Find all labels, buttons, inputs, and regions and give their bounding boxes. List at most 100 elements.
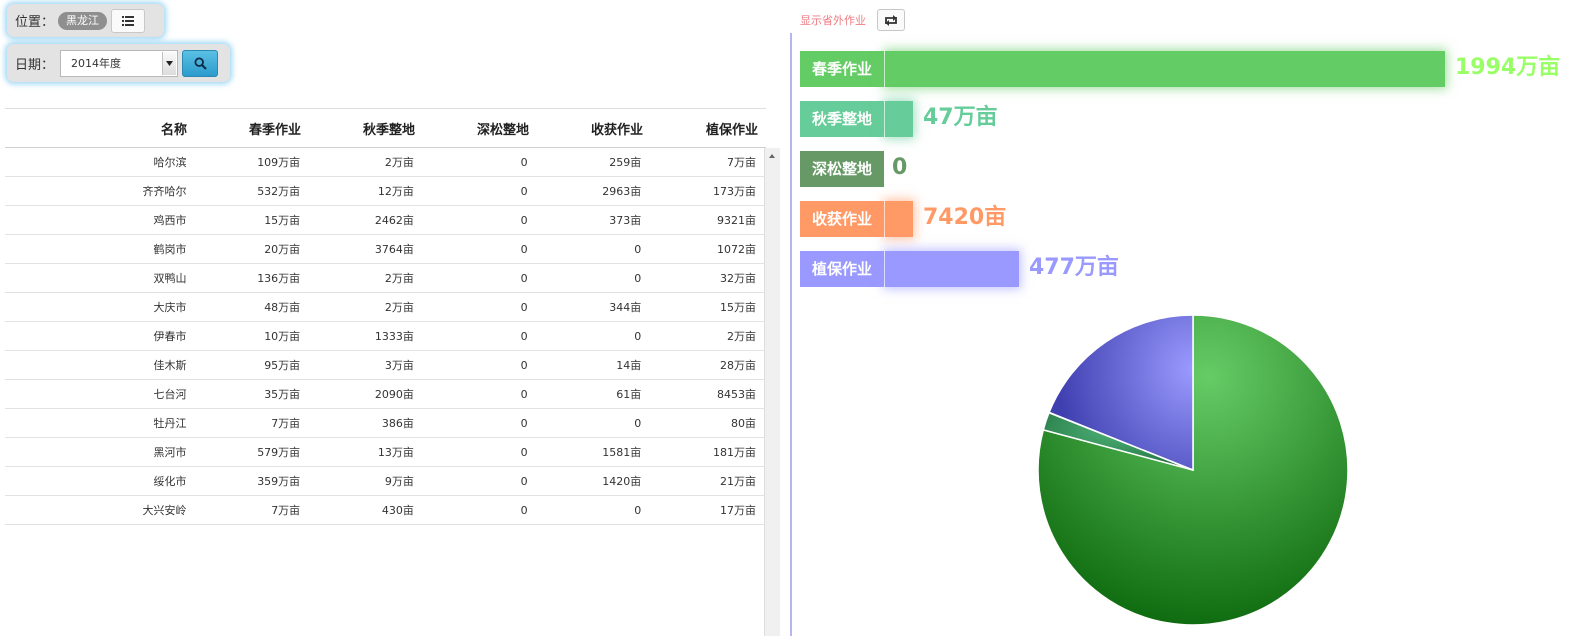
cell-name: 黑河市 xyxy=(153,446,187,459)
cell-name: 七台河 xyxy=(153,388,187,401)
pie-slice-spring[interactable] xyxy=(1037,314,1349,626)
table-row[interactable]: 双鸭山 136万亩 2万亩 0 0 32万亩 xyxy=(5,264,764,293)
date-filter: 日期： 2014年度 xyxy=(7,44,230,82)
cell-deep: 0 xyxy=(520,271,528,285)
cell-deep: 0 xyxy=(520,445,528,459)
cell-autumn: 3万亩 xyxy=(384,359,414,372)
cell-harvest: 2963亩 xyxy=(602,185,642,198)
cell-protection: 17万亩 xyxy=(720,504,756,517)
cell-deep: 0 xyxy=(520,416,528,430)
cell-harvest: 61亩 xyxy=(616,388,642,401)
region-badge[interactable]: 黑龙江 xyxy=(58,11,108,30)
cell-autumn: 12万亩 xyxy=(377,185,414,198)
cell-autumn: 3764亩 xyxy=(374,243,414,256)
cell-deep: 0 xyxy=(520,329,528,343)
table-row[interactable]: 鸡西市 15万亩 2462亩 0 373亩 9321亩 xyxy=(5,206,764,235)
date-select[interactable]: 2014年度 xyxy=(60,49,179,77)
cell-spring: 95万亩 xyxy=(264,359,301,372)
cell-protection: 9321亩 xyxy=(717,214,756,227)
cell-deep: 0 xyxy=(520,242,528,256)
bar-value-harvest: 7420亩 xyxy=(923,205,1007,230)
cell-deep: 0 xyxy=(520,184,528,198)
header-spring: 春季作业 xyxy=(248,122,301,138)
cell-spring: 20万亩 xyxy=(264,243,301,256)
bar-protection xyxy=(885,251,1019,287)
bar-value-spring: 1994万亩 xyxy=(1455,55,1561,80)
table-row[interactable]: 鹤岗市 20万亩 3764亩 0 0 1072亩 xyxy=(5,235,764,264)
search-button[interactable] xyxy=(182,49,219,77)
cell-name: 大兴安岭 xyxy=(142,504,187,517)
cell-autumn: 386亩 xyxy=(381,417,414,430)
cell-autumn: 1333亩 xyxy=(374,330,414,343)
cell-name: 哈尔滨 xyxy=(153,156,187,169)
cell-protection: 2万亩 xyxy=(727,330,756,343)
pie-slice-protection[interactable] xyxy=(1048,314,1194,472)
table-body: 哈尔滨 109万亩 2万亩 0 259亩 7万亩 齐齐哈尔 532万亩 12万亩 0 2963亩 17… xyxy=(5,148,764,525)
location-label: 位置： xyxy=(15,15,55,30)
cell-spring: 532万亩 xyxy=(257,185,301,198)
bar-harvest xyxy=(885,201,913,237)
table-row[interactable]: 齐齐哈尔 532万亩 12万亩 0 2963亩 173万亩 xyxy=(5,177,764,206)
panel-divider xyxy=(790,33,792,636)
table-row[interactable]: 伊春市 10万亩 1333亩 0 0 2万亩 xyxy=(5,322,764,351)
table-row[interactable]: 佳木斯 95万亩 3万亩 0 14亩 28万亩 xyxy=(5,351,764,380)
bar-spring xyxy=(885,51,1445,87)
scroll-up-arrow[interactable] xyxy=(769,154,775,158)
cell-harvest: 0 xyxy=(634,329,642,343)
cell-name: 鸡西市 xyxy=(153,214,187,227)
table-row[interactable]: 牡丹江 7万亩 386亩 0 0 80亩 xyxy=(5,409,764,438)
cell-autumn: 2万亩 xyxy=(384,156,414,169)
cell-harvest: 373亩 xyxy=(609,214,642,227)
bar-value-protection: 477万亩 xyxy=(1029,255,1119,280)
bar-label-protection: 植保作业 xyxy=(800,251,884,287)
table-row[interactable]: 大兴安岭 7万亩 430亩 0 0 17万亩 xyxy=(5,496,764,525)
table-row[interactable]: 哈尔滨 109万亩 2万亩 0 259亩 7万亩 xyxy=(5,148,764,177)
bar-label-spring: 春季作业 xyxy=(800,51,884,87)
table-scrollbar[interactable] xyxy=(764,148,780,636)
cell-harvest: 0 xyxy=(634,503,642,517)
operations-pie-chart xyxy=(1037,314,1349,626)
table-row[interactable]: 黑河市 579万亩 13万亩 0 1581亩 181万亩 xyxy=(5,438,764,467)
cell-harvest: 1581亩 xyxy=(602,446,642,459)
list-button[interactable] xyxy=(111,8,146,33)
search-icon xyxy=(194,56,207,70)
cell-protection: 173万亩 xyxy=(713,185,756,198)
date-dropdown-arrow[interactable] xyxy=(162,51,177,75)
cell-name: 齐齐哈尔 xyxy=(142,185,187,198)
cell-deep: 0 xyxy=(520,155,528,169)
cell-protection: 181万亩 xyxy=(713,446,756,459)
cell-autumn: 2万亩 xyxy=(384,272,414,285)
cell-deep: 0 xyxy=(520,474,528,488)
bar-label-deep: 深松整地 xyxy=(800,151,884,187)
header-name: 名称 xyxy=(160,122,187,138)
header-protection: 植保作业 xyxy=(705,122,758,138)
caret-down-icon xyxy=(166,60,174,66)
cell-harvest: 0 xyxy=(634,416,642,430)
table-row[interactable]: 绥化市 359万亩 9万亩 0 1420亩 21万亩 xyxy=(5,467,764,496)
cell-spring: 136万亩 xyxy=(257,272,301,285)
cell-harvest: 0 xyxy=(634,242,642,256)
header-deep: 深松整地 xyxy=(476,122,529,138)
cell-spring: 7万亩 xyxy=(271,417,301,430)
cell-protection: 15万亩 xyxy=(720,301,756,314)
cell-spring: 7万亩 xyxy=(271,504,301,517)
cell-harvest: 344亩 xyxy=(609,301,642,314)
bar-autumn xyxy=(885,101,913,137)
cell-autumn: 13万亩 xyxy=(377,446,414,459)
bar-value-autumn: 47万亩 xyxy=(923,105,998,130)
cell-name: 佳木斯 xyxy=(153,359,187,372)
table-row[interactable]: 七台河 35万亩 2090亩 0 61亩 8453亩 xyxy=(5,380,764,409)
date-value: 2014年度 xyxy=(71,57,122,70)
table-row[interactable]: 大庆市 48万亩 2万亩 0 344亩 15万亩 xyxy=(5,293,764,322)
cell-spring: 10万亩 xyxy=(264,330,301,343)
cell-spring: 35万亩 xyxy=(264,388,301,401)
cell-spring: 109万亩 xyxy=(257,156,301,169)
data-table: 名称 春季作业 秋季整地 深松整地 收获作业 植保作业 哈尔滨 109万亩 2万亩 0… xyxy=(5,108,780,636)
toggle-outside-button[interactable] xyxy=(877,9,905,31)
cell-harvest: 1420亩 xyxy=(602,475,642,488)
toggle-outside-label[interactable]: 显示省外作业 xyxy=(800,14,866,27)
cell-protection: 1072亩 xyxy=(717,243,756,256)
cell-deep: 0 xyxy=(520,387,528,401)
cell-autumn: 2090亩 xyxy=(374,388,414,401)
cell-harvest: 259亩 xyxy=(609,156,642,169)
